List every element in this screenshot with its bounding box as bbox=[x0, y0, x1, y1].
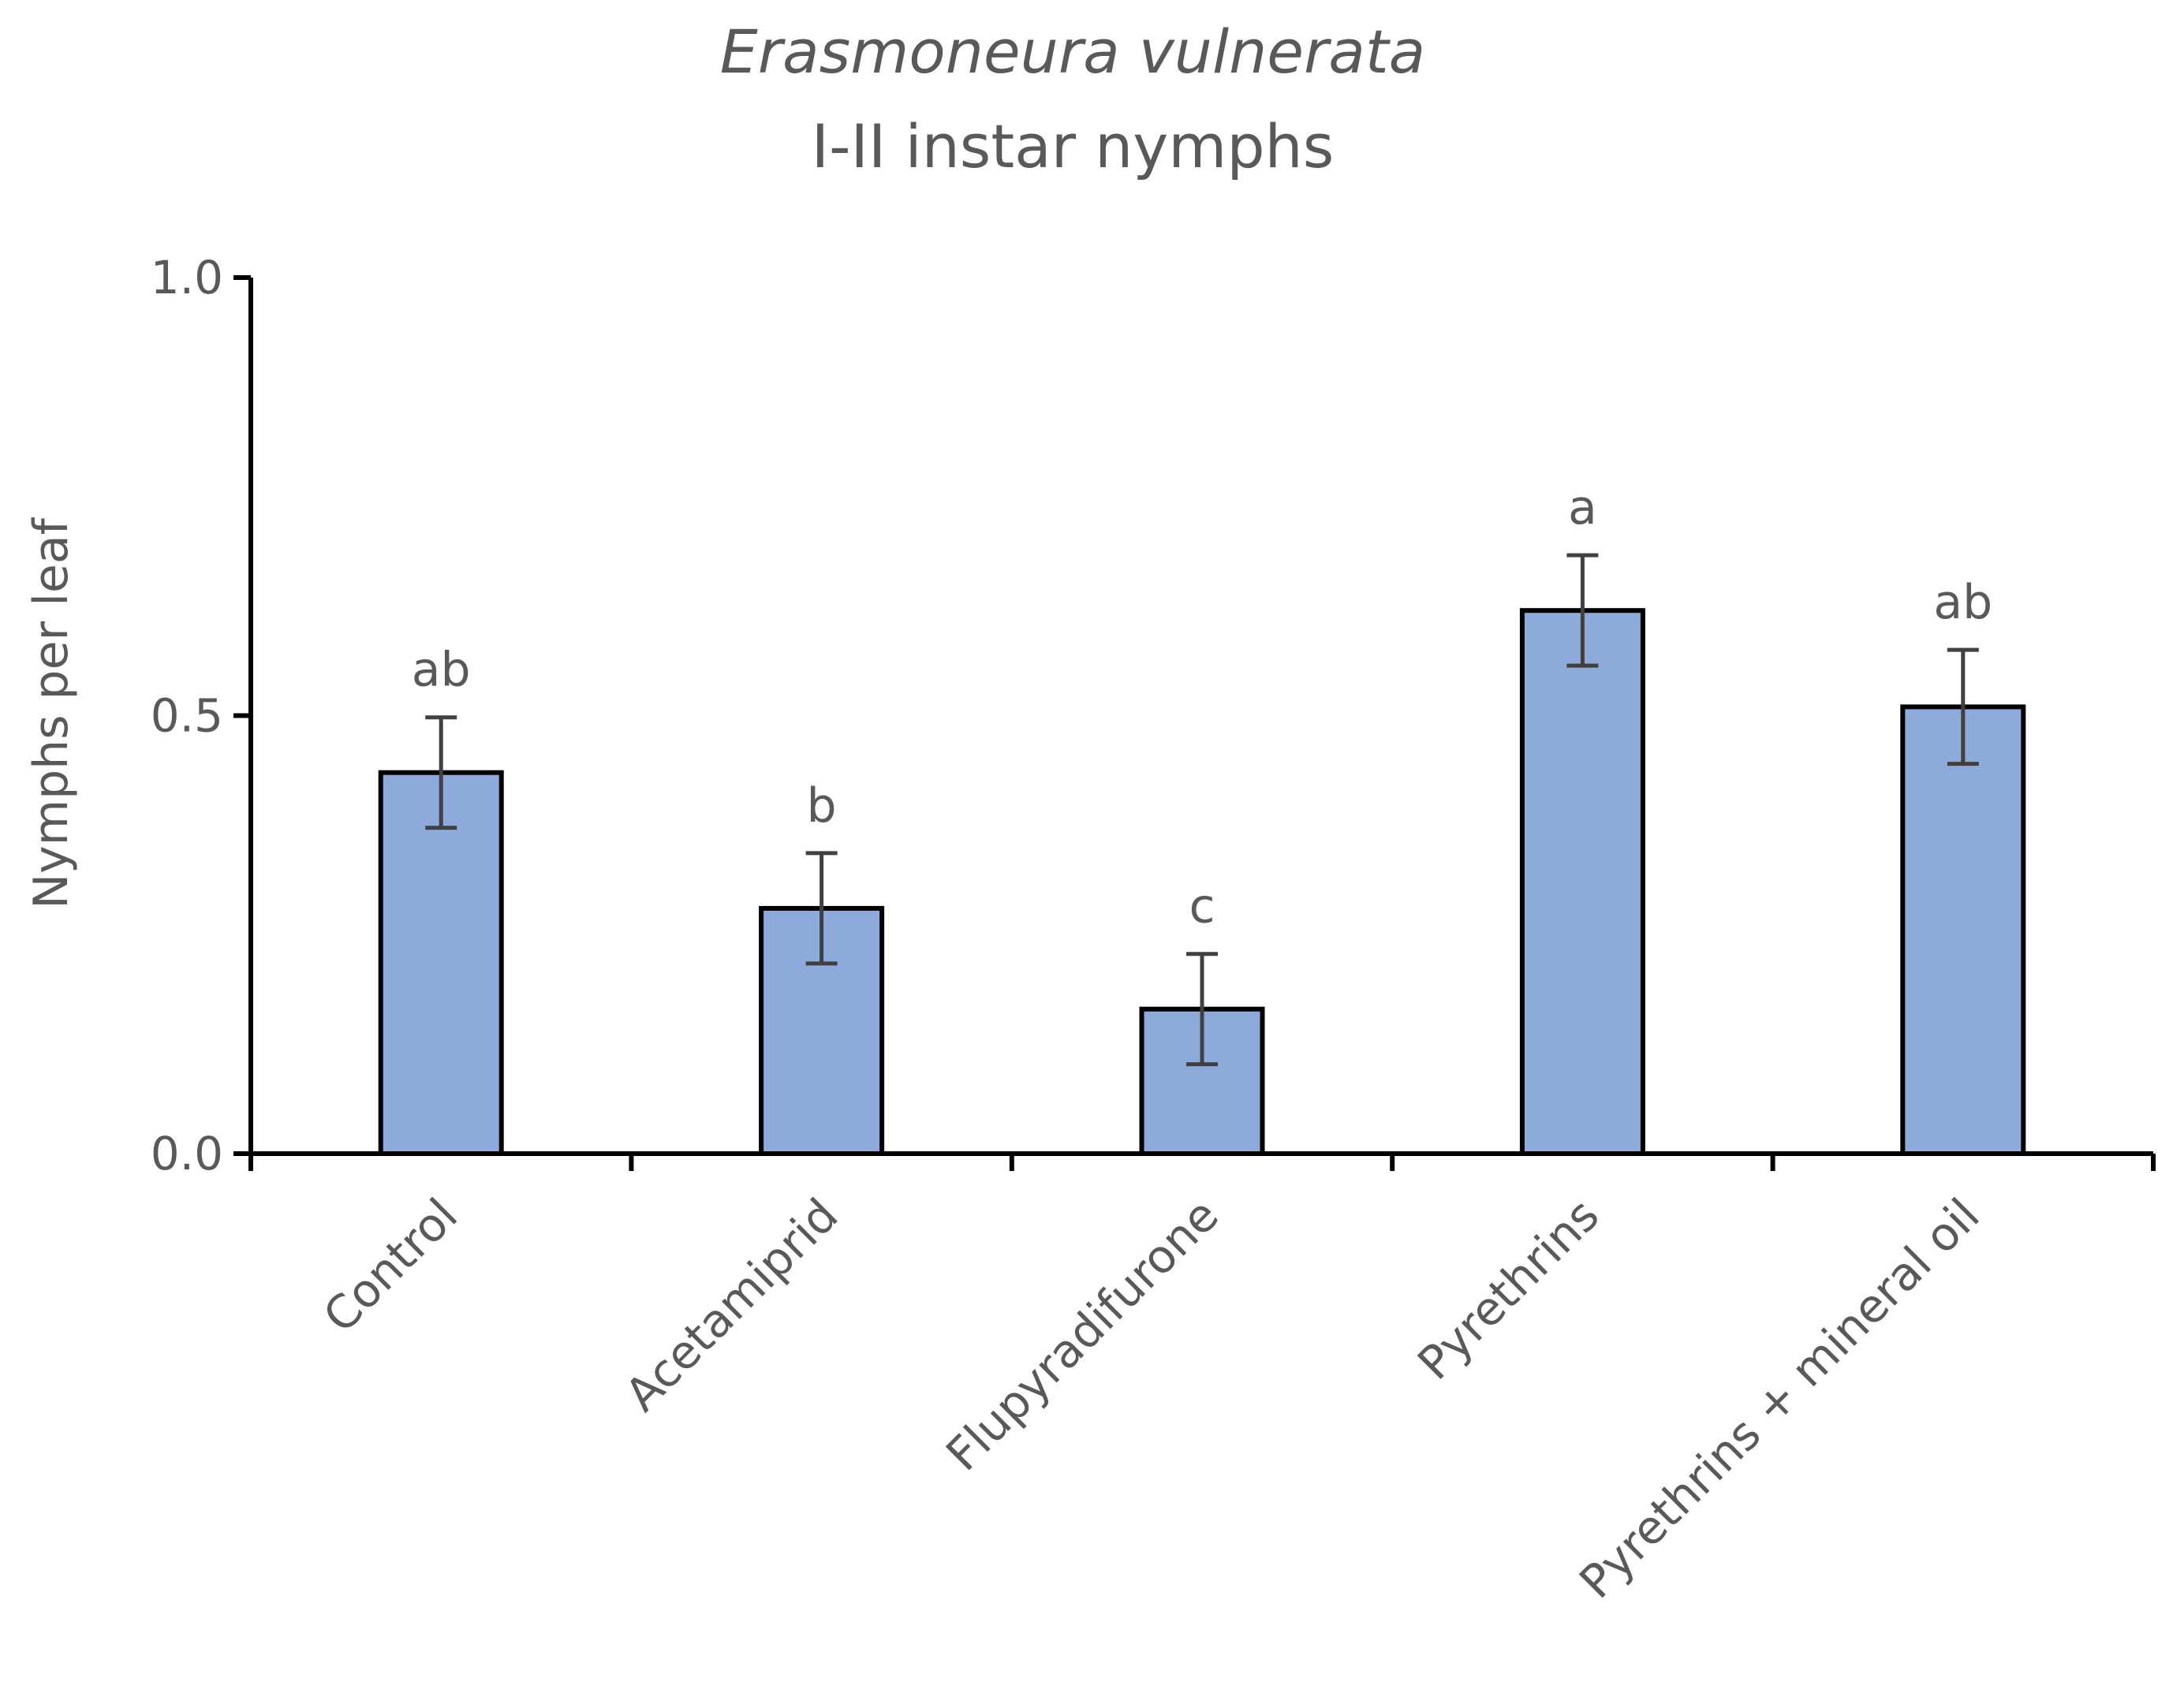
y-tick-label-2: 1.0 bbox=[151, 251, 223, 304]
y-tick-label-0: 0.0 bbox=[151, 1127, 223, 1180]
significance-letter-1: b bbox=[807, 778, 837, 833]
plot-area: ab Control b Acetamiprid c Flupyradifurone a Py… bbox=[151, 251, 2156, 1609]
significance-letter-2: c bbox=[1189, 879, 1215, 934]
x-tick-label-0: Control bbox=[313, 1188, 468, 1343]
x-tick-label-3: Pyrethrins bbox=[1407, 1188, 1609, 1390]
y-tick-label-1: 0.5 bbox=[151, 689, 223, 743]
significance-letter-0: ab bbox=[412, 643, 471, 698]
bar-0 bbox=[378, 770, 504, 1157]
significance-letter-4: ab bbox=[1933, 575, 1992, 630]
significance-letter-3: a bbox=[1568, 480, 1597, 535]
bar-3 bbox=[1519, 608, 1645, 1156]
bar-4 bbox=[1900, 704, 2026, 1156]
x-tick-label-2: Flupyradifurone bbox=[935, 1188, 1228, 1481]
y-axis-label: Nymphs per leaf bbox=[24, 517, 79, 908]
x-tick-label-1: Acetamiprid bbox=[614, 1188, 848, 1422]
x-tick-label-4: Pyrethrins + mineral oil bbox=[1569, 1188, 1989, 1609]
chart-title-species: Erasmoneura vulnerata bbox=[720, 17, 1425, 87]
chart-title-stage: I-II instar nymphs bbox=[812, 111, 1335, 181]
